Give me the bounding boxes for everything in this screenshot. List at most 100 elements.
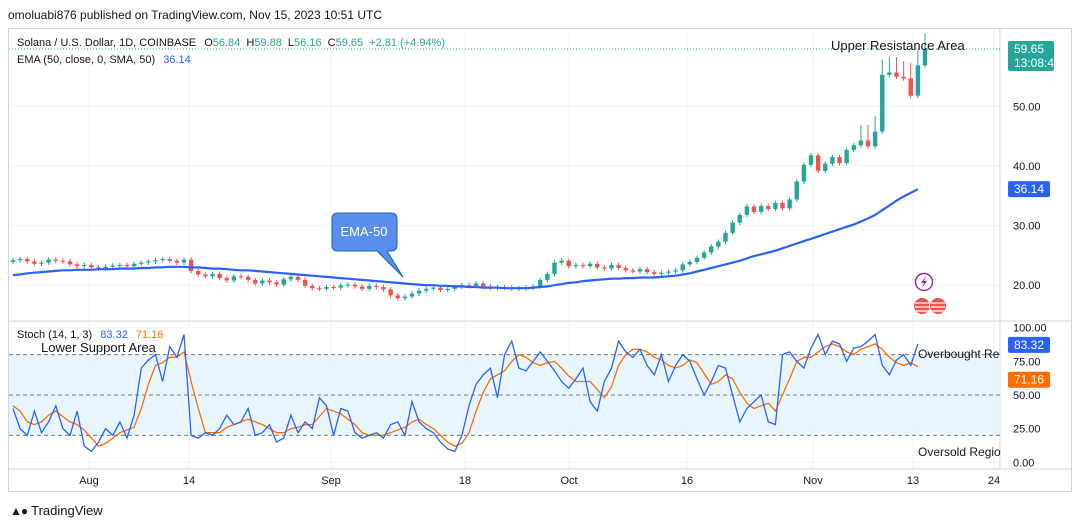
candle-body	[602, 267, 607, 269]
candle-body	[188, 259, 194, 271]
ema-callout[interactable]: EMA-50	[331, 212, 404, 278]
time-tick-label: 13	[907, 475, 919, 487]
stoch-tick-label: 75.00	[1013, 356, 1041, 368]
candle-body	[60, 260, 66, 262]
chart-canvas[interactable]: 50.00 40.00 30.00 20.00 100.00 75.00 50.00 25.…	[9, 29, 1071, 491]
candle-body	[901, 76, 906, 79]
change-value: +2.81 (+4.94%)	[369, 37, 445, 49]
candle-body	[552, 262, 557, 274]
candle-body	[815, 155, 821, 171]
candle-body	[865, 140, 871, 147]
low-value: 56.16	[294, 37, 322, 49]
price-axis-ticks: 50.00 40.00 30.00 20.00	[1013, 101, 1041, 292]
candle-body	[481, 283, 486, 287]
event-icons[interactable]	[913, 272, 947, 315]
candle-body	[345, 284, 351, 286]
k-price-tag: 83.32	[1008, 336, 1050, 353]
candle-body	[666, 271, 671, 273]
last-price-tag-bg	[1008, 40, 1054, 71]
candle-body	[110, 265, 115, 267]
upper-resistance-label: Upper Resistance Area	[831, 38, 965, 53]
time-tick-label: 14	[183, 475, 195, 487]
candle-body	[338, 285, 343, 288]
candle-body	[701, 252, 707, 258]
candle-body	[758, 205, 764, 212]
candle-body	[808, 155, 814, 165]
candle-body	[680, 264, 685, 271]
candle-body	[416, 290, 422, 294]
candle-body	[744, 206, 750, 215]
candle-body	[844, 149, 849, 164]
time-axis-ticks: Aug 14 Sep 18 Oct 16 Nov 13 24	[79, 475, 1000, 487]
ema-tag-bg	[1008, 181, 1050, 198]
candle-body	[117, 264, 123, 266]
candle-body	[274, 282, 279, 285]
stoch-tick-label: 50.00	[1013, 390, 1041, 402]
candle-body	[302, 279, 308, 286]
stoch-legend: Stoch (14, 1, 3) 83.32 71.16	[17, 329, 163, 341]
candle-body	[573, 264, 579, 267]
price-tick-label: 40.00	[1013, 161, 1041, 173]
candle-body	[224, 278, 229, 281]
candle-body	[10, 260, 16, 263]
candle-body	[880, 74, 885, 132]
stoch-d-line	[12, 343, 919, 447]
candle-body	[267, 280, 272, 283]
candle-body	[887, 72, 892, 75]
candle-body	[167, 259, 172, 261]
candle-body	[823, 163, 828, 171]
time-tick-label: Sep	[321, 475, 341, 487]
last-price-tag: 59.65 13:08:46	[1008, 40, 1061, 71]
candle-body	[773, 203, 778, 209]
candle-body	[203, 274, 208, 277]
legend-symbol: Solana / U.S. Dollar, 1D, COINBASE	[17, 37, 196, 49]
chart-frame[interactable]: 50.00 40.00 30.00 20.00 100.00 75.00 50.00 25.…	[8, 28, 1072, 492]
candle-body	[644, 269, 650, 273]
last-price-text: 59.65	[1014, 42, 1044, 56]
price-tick-label: 50.00	[1013, 101, 1041, 113]
candle-body	[794, 181, 799, 200]
candle-body	[545, 273, 550, 280]
ema-legend-value: 36.14	[163, 54, 191, 66]
candle-body	[359, 286, 365, 289]
candle-body	[67, 261, 73, 265]
us-flag-icon-2[interactable]	[929, 297, 947, 315]
candle-body	[253, 279, 258, 284]
candle-body	[17, 259, 23, 261]
candle-body	[374, 285, 379, 288]
candle-body	[181, 259, 187, 263]
high-label: H	[246, 37, 254, 49]
stoch-tick-label: 100.00	[1013, 323, 1047, 335]
candle-body	[872, 131, 878, 147]
candle-body	[616, 264, 621, 268]
candle-body	[96, 267, 101, 269]
candle-body	[196, 270, 201, 275]
candle-body	[245, 276, 251, 280]
candle-body	[367, 285, 372, 289]
candle-body	[466, 285, 472, 287]
candle-body	[580, 264, 586, 267]
candle-body	[737, 214, 742, 223]
candle-body	[723, 232, 728, 242]
candle-body	[445, 288, 450, 291]
candle-body	[922, 48, 928, 66]
candle-body	[830, 157, 835, 164]
candle-body	[46, 259, 51, 263]
footer[interactable]: ▲● TradingView	[10, 503, 103, 518]
low-label: L	[288, 37, 294, 49]
us-flag-icon[interactable]	[913, 297, 931, 315]
stoch-tick-label: 25.00	[1013, 424, 1041, 436]
ema-legend-label: EMA (50, close, 0, SMA, 50)	[17, 54, 155, 66]
d-tag-text: 71.16	[1014, 373, 1044, 387]
candle-body	[74, 264, 80, 267]
legend-line-1: Solana / U.S. Dollar, 1D, COINBASE O56.8…	[17, 37, 445, 49]
candle-body	[894, 72, 899, 77]
candle-body	[801, 164, 807, 182]
price-tick-label: 20.00	[1013, 280, 1041, 292]
stoch-legend-label: Stoch (14, 1, 3)	[17, 329, 92, 341]
oversold-label: Oversold Regio	[918, 445, 1001, 459]
candle-body	[431, 287, 436, 289]
d-price-tag: 71.16	[1008, 371, 1050, 388]
open-value: 56.84	[213, 37, 241, 49]
candlestick-series	[10, 33, 928, 301]
